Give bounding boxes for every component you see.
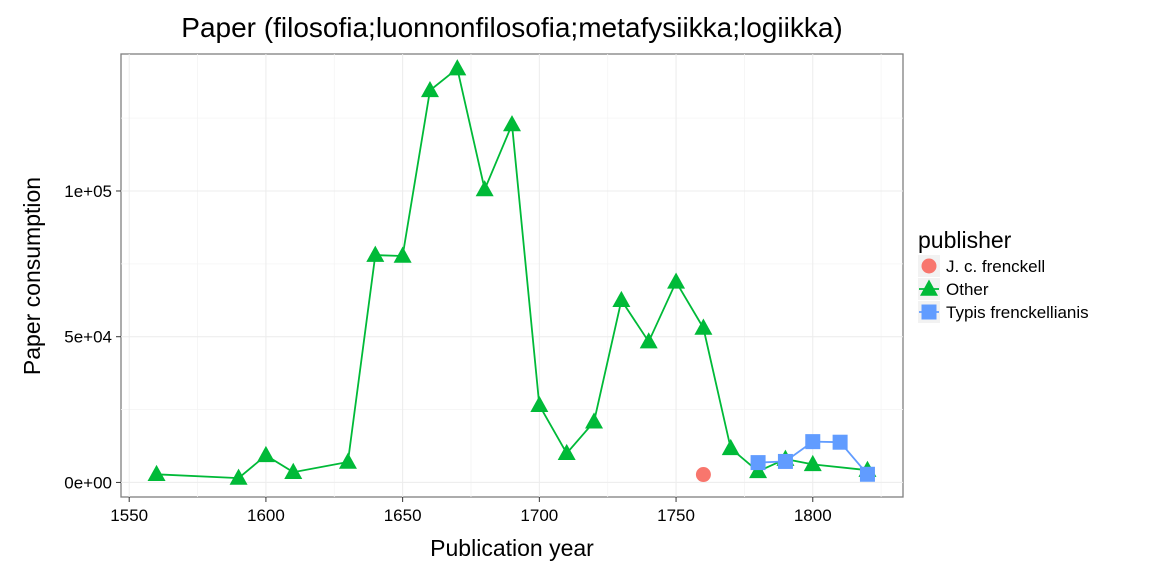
data-point-other bbox=[338, 452, 357, 469]
data-point-other bbox=[393, 246, 412, 263]
series-typis-frenckellianis bbox=[750, 434, 875, 482]
x-axis-title: Publication year bbox=[430, 535, 594, 561]
legend-label: Other bbox=[946, 280, 989, 299]
y-tick-label: 5e+04 bbox=[64, 328, 112, 347]
data-point-other bbox=[448, 59, 467, 76]
legend-label: Typis frenckellianis bbox=[946, 303, 1089, 322]
data-point-other bbox=[366, 245, 385, 262]
x-tick-label: 1700 bbox=[520, 506, 558, 525]
legend-key-marker bbox=[921, 258, 937, 274]
data-point-other bbox=[557, 443, 576, 461]
legend-title: publisher bbox=[918, 227, 1012, 253]
x-tick-label: 1750 bbox=[657, 506, 695, 525]
x-axis: 1550 1600 1650 1700 1750 1800 bbox=[110, 497, 832, 525]
legend-key-marker bbox=[920, 279, 938, 296]
legend: publisher J. c. frenckell Other Typis fren… bbox=[918, 227, 1089, 323]
legend-label: J. c. frenckell bbox=[946, 257, 1045, 276]
chart-title: Paper (filosofia;luonnonfilosofia;metafy… bbox=[181, 12, 842, 43]
data-point-typis-frenckellianis bbox=[750, 455, 766, 471]
y-tick-label: 1e+05 bbox=[64, 182, 112, 201]
y-axis: 0e+00 5e+04 1e+05 bbox=[64, 182, 121, 492]
x-tick-label: 1650 bbox=[384, 506, 422, 525]
data-point-other bbox=[667, 272, 686, 289]
data-point-other bbox=[284, 462, 303, 479]
y-axis-title: Paper consumption bbox=[19, 177, 45, 375]
x-tick-label: 1550 bbox=[110, 506, 148, 525]
data-point-other bbox=[612, 290, 631, 308]
data-point-other bbox=[694, 318, 713, 335]
series-j-c-frenckell bbox=[695, 467, 711, 483]
legend-item-typis-frenckellianis: Typis frenckellianis bbox=[918, 301, 1089, 323]
x-tick-label: 1800 bbox=[794, 506, 832, 525]
data-point-typis-frenckellianis bbox=[805, 434, 821, 450]
data-point-other bbox=[803, 454, 822, 472]
legend-item-j-c-frenckell: J. c. frenckell bbox=[918, 255, 1045, 277]
data-point-other bbox=[585, 412, 604, 429]
data-point-other bbox=[256, 445, 275, 463]
series-other bbox=[147, 59, 877, 485]
legend-key-marker bbox=[921, 304, 937, 320]
data-point-other bbox=[639, 332, 658, 349]
data-point-typis-frenckellianis bbox=[859, 466, 875, 482]
data-point-j-c-frenckell bbox=[695, 467, 711, 483]
data-point-other bbox=[420, 80, 439, 98]
series-layer bbox=[147, 59, 877, 485]
data-point-other bbox=[721, 438, 740, 456]
data-point-other bbox=[147, 464, 166, 482]
data-point-typis-frenckellianis bbox=[777, 453, 793, 469]
legend-item-other: Other bbox=[918, 278, 989, 300]
x-tick-label: 1600 bbox=[247, 506, 285, 525]
data-point-typis-frenckellianis bbox=[832, 434, 848, 450]
data-point-other bbox=[475, 180, 494, 197]
legend-items: J. c. frenckell Other Typis frenckellianis bbox=[918, 255, 1089, 323]
data-point-other bbox=[229, 468, 248, 485]
y-tick-label: 0e+00 bbox=[64, 473, 112, 492]
data-point-other bbox=[503, 115, 521, 132]
data-point-other bbox=[530, 395, 549, 412]
